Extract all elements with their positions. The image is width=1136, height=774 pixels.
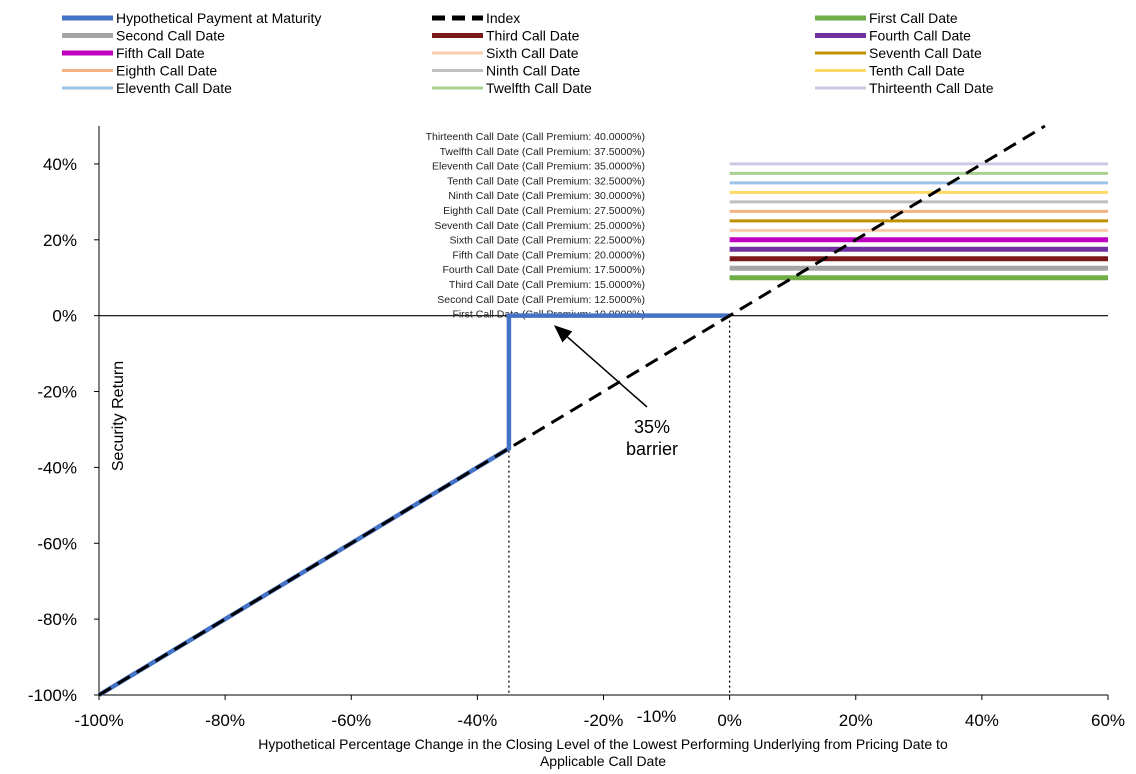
premium-label: Tenth Call Date (Call Premium: 32.5000%) [447,175,645,187]
call-date-lines [729,162,1108,281]
x-tick-label: 20% [839,711,873,730]
y-tick-label: 20% [43,231,77,250]
index-line [98,124,1046,697]
x-tick-label: -40% [458,711,498,730]
y-axis-ticks: -100% -80% -60% -40% -20% 0% 20% 40% [28,155,99,705]
premium-label: Sixth Call Date (Call Premium: 22.5000%) [450,235,646,247]
x-tick-label: 0% [717,711,742,730]
legend-label: Third Call Date [486,28,580,44]
premium-label: Thirteenth Call Date (Call Premium: 40.0… [426,131,645,143]
y-tick-label: 0% [52,307,77,326]
premium-label: Fourth Call Date (Call Premium: 17.5000%… [443,264,646,276]
x-tick-label: -100% [74,711,123,730]
legend-label: Fifth Call Date [116,45,205,61]
y-tick-label: 40% [43,155,77,174]
premium-label: Third Call Date (Call Premium: 15.0000%) [449,279,645,291]
legend-label: Second Call Date [116,28,225,44]
premium-label: Seventh Call Date (Call Premium: 25.0000… [434,220,645,232]
series-lines [97,124,1046,697]
legend-label: Tenth Call Date [869,63,965,79]
legend-label: Fourth Call Date [869,28,971,44]
premium-label: Twelfth Call Date (Call Premium: 37.5000… [440,146,645,158]
legend-label: Thirteenth Call Date [869,80,994,96]
legend-label: Eleventh Call Date [116,80,232,96]
x-tick-label: 60% [1091,711,1125,730]
legend-label: Hypothetical Payment at Maturity [116,10,321,26]
x-axis-ticks: -100% -80% -60% -40% -20% 0% 20% 40% 60% -10% [74,695,1125,730]
legend-label: Twelfth Call Date [486,80,592,96]
y-tick-label: -100% [28,686,77,705]
barrier-annotation-text: barrier [626,439,678,459]
premium-label: Eleventh Call Date (Call Premium: 35.000… [432,161,645,173]
premium-label: Eighth Call Date (Call Premium: 27.5000%… [443,205,645,217]
legend-label: Ninth Call Date [486,63,580,79]
payment-line [97,313,730,697]
y-tick-label: -80% [37,610,77,629]
x-tick-label: 40% [965,711,999,730]
x-extra-tick-label: -10% [637,707,677,726]
x-tick-label: -80% [205,711,245,730]
x-axis-label-line1: Hypothetical Percentage Change in the Cl… [258,736,948,752]
y-axis-label: Security Return [110,361,127,471]
x-tick-label: -60% [331,711,371,730]
call-premium-labels: Thirteenth Call Date (Call Premium: 40.0… [426,131,645,321]
x-axis-label-line2: Applicable Call Date [540,753,666,769]
y-tick-label: -60% [37,534,77,553]
barrier-arrow [553,325,648,408]
premium-label: Ninth Call Date (Call Premium: 30.0000%) [448,190,645,202]
y-tick-label: -20% [37,383,77,402]
barrier-annotation: 35%barrier [553,325,678,459]
legend-label: Seventh Call Date [869,45,982,61]
legend-label: First Call Date [869,10,958,26]
x-tick-label: -20% [584,711,624,730]
legend: Hypothetical Payment at Maturity Index Fir… [62,10,994,96]
reference-lines [508,315,731,695]
legend-label: Eighth Call Date [116,63,217,79]
legend-label: Index [486,10,520,26]
premium-label: Fifth Call Date (Call Premium: 20.0000%) [452,249,645,261]
y-tick-label: -40% [37,458,77,477]
premium-label: Second Call Date (Call Premium: 12.5000%… [437,294,645,306]
barrier-annotation-text: 35% [634,417,670,437]
legend-label: Sixth Call Date [486,45,579,61]
